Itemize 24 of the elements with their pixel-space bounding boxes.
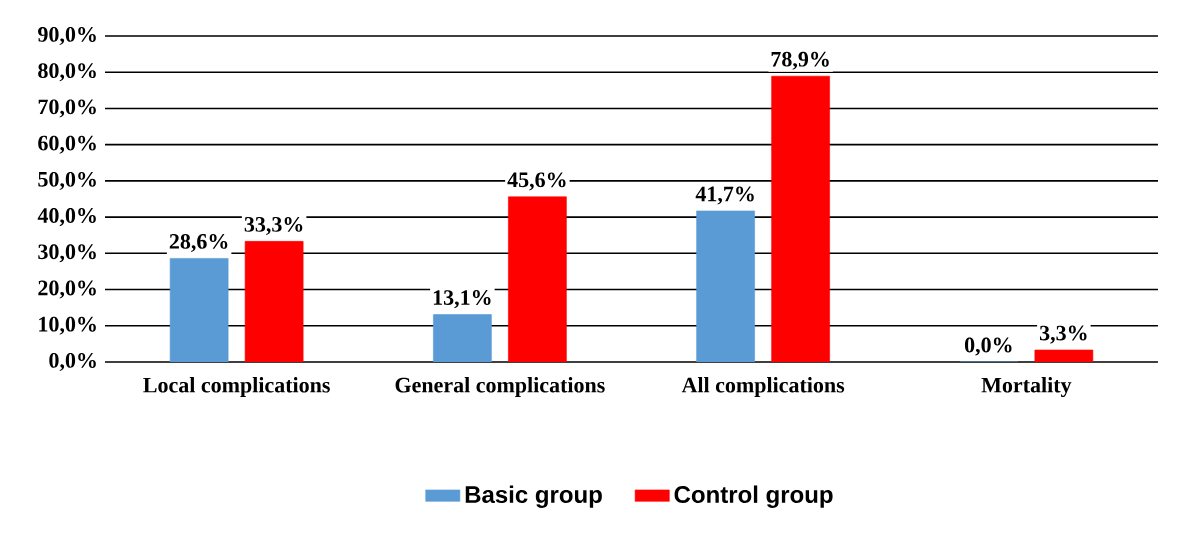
y-tick-label: 40,0% [37, 208, 96, 227]
x-tick-label: General complications [395, 377, 605, 397]
legend-label: Control group [674, 485, 833, 508]
x-tick-label: Mortality [981, 377, 1072, 398]
data-label: 33,3% [244, 216, 303, 235]
y-tick-label: 20,0% [38, 280, 96, 299]
y-tick-label: 30,0% [38, 244, 96, 263]
y-tick-label: 70,0% [38, 99, 96, 118]
y-tick-label: 0,0% [49, 352, 96, 372]
data-label: 3,3% [1039, 325, 1087, 344]
data-label: 28,6% [169, 233, 228, 253]
y-tick-label: 90,0% [38, 27, 96, 46]
y-tick-label: 60,0% [38, 135, 96, 154]
y-tick-label: 50,0% [38, 171, 96, 190]
legend-label: Basic group [465, 485, 602, 508]
y-tick-label: 10,0% [39, 316, 96, 335]
data-label: 0,0% [964, 337, 1012, 356]
data-label: 78,9% [771, 51, 829, 70]
data-label: 41,7% [695, 186, 754, 205]
data-label: 45,6% [507, 172, 566, 191]
data-label: 13,1% [433, 290, 491, 309]
x-tick-label: Local complications [143, 377, 330, 397]
x-tick-label: All complications [681, 377, 845, 397]
y-tick-label: 80,0% [38, 63, 96, 82]
